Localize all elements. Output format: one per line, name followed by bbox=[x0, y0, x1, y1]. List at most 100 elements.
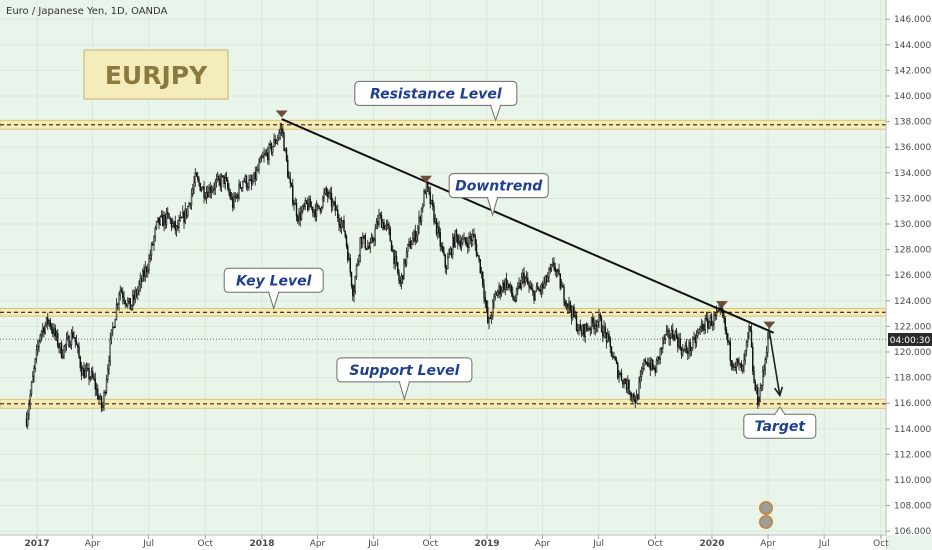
candle-body bbox=[614, 356, 616, 361]
candle-body bbox=[577, 329, 579, 332]
candle-body bbox=[477, 255, 479, 257]
price-axis[interactable] bbox=[886, 0, 932, 535]
candle-body bbox=[445, 267, 448, 270]
candle-body bbox=[378, 214, 380, 225]
candle-body bbox=[472, 234, 474, 241]
candle-body bbox=[308, 198, 310, 210]
candle-body bbox=[722, 309, 724, 316]
peak-marker bbox=[275, 110, 288, 118]
candle-body bbox=[375, 221, 378, 230]
candle-body bbox=[518, 283, 520, 287]
candle-body bbox=[424, 190, 426, 195]
candle-body bbox=[442, 245, 444, 253]
candle-body bbox=[213, 188, 215, 191]
downtrend-line[interactable] bbox=[281, 118, 775, 334]
candle-body bbox=[744, 350, 746, 361]
callout[interactable]: Downtrend bbox=[448, 173, 549, 217]
candle-body bbox=[485, 300, 488, 308]
callout[interactable]: Key Level bbox=[223, 267, 324, 311]
candle-body bbox=[659, 348, 661, 360]
candle-body bbox=[377, 221, 379, 225]
candle-body bbox=[450, 248, 453, 256]
candle-body bbox=[110, 329, 113, 340]
candle-body bbox=[294, 202, 296, 205]
candle-body bbox=[97, 388, 99, 400]
y-tick-label: 110.000 bbox=[894, 476, 931, 486]
candle-body bbox=[103, 392, 105, 407]
y-tick-label: 114.000 bbox=[894, 425, 931, 435]
candle-body bbox=[99, 396, 101, 400]
candle-body bbox=[155, 221, 158, 229]
candle-body bbox=[118, 294, 120, 305]
candle-body bbox=[627, 380, 629, 390]
candle-body bbox=[520, 276, 523, 289]
callout[interactable]: Target bbox=[743, 406, 817, 439]
y-tick-label: 122.000 bbox=[894, 322, 931, 332]
candle-body bbox=[434, 218, 436, 223]
candle-body bbox=[480, 271, 483, 274]
candle-body bbox=[125, 303, 128, 306]
candle-body bbox=[740, 363, 743, 372]
callout-box bbox=[448, 173, 549, 199]
candle-body bbox=[269, 143, 271, 146]
candle-body bbox=[692, 338, 694, 349]
candle-body bbox=[715, 311, 718, 316]
candle-body bbox=[688, 342, 690, 354]
candle-body bbox=[179, 217, 181, 221]
y-tick-label: 120.000 bbox=[894, 348, 931, 358]
candle-body bbox=[612, 356, 614, 358]
candle-body bbox=[310, 206, 313, 209]
x-tick-label: Apr bbox=[85, 539, 101, 549]
candle-body bbox=[44, 324, 46, 334]
candle-body bbox=[399, 280, 401, 284]
candle-body bbox=[527, 277, 529, 284]
callout[interactable]: Resistance Level bbox=[354, 80, 518, 122]
candle-body bbox=[228, 188, 230, 193]
x-tick-label: Apr bbox=[310, 539, 326, 549]
projection-line[interactable] bbox=[768, 331, 781, 396]
candle-body bbox=[708, 322, 710, 329]
candle-body bbox=[762, 370, 764, 386]
candle-body bbox=[562, 285, 564, 288]
candle-body bbox=[233, 195, 235, 208]
candle-body bbox=[75, 341, 78, 346]
candle-body bbox=[293, 203, 295, 205]
y-tick-label: 116.000 bbox=[894, 399, 931, 409]
candle-body bbox=[455, 230, 458, 237]
candle-body bbox=[42, 327, 44, 332]
candle-body bbox=[372, 237, 374, 242]
candle-body bbox=[189, 202, 191, 205]
candle-body bbox=[593, 322, 595, 330]
candle-body bbox=[482, 271, 484, 286]
candle-body bbox=[158, 217, 160, 225]
candle-body bbox=[33, 368, 35, 377]
candle-body bbox=[469, 235, 471, 239]
x-tick-label: Jul bbox=[818, 539, 830, 549]
candle-body bbox=[55, 332, 58, 337]
candle-body bbox=[730, 360, 733, 365]
candle-body bbox=[304, 200, 306, 207]
candle-body bbox=[585, 324, 588, 329]
candle-body bbox=[643, 359, 645, 369]
candle-body bbox=[393, 249, 395, 265]
candle-body bbox=[675, 331, 678, 338]
projection-arrowhead bbox=[773, 386, 784, 398]
candle-body bbox=[653, 367, 655, 370]
candle-body bbox=[709, 316, 711, 324]
candle-body bbox=[559, 273, 561, 289]
candle-body bbox=[85, 368, 88, 371]
candle-body bbox=[428, 187, 430, 193]
candle-body bbox=[660, 347, 663, 350]
candle-body bbox=[753, 370, 755, 383]
candle-body bbox=[705, 318, 708, 320]
candle-body bbox=[444, 254, 446, 268]
candle-body bbox=[735, 359, 738, 368]
candle-body bbox=[370, 237, 373, 243]
candle-body bbox=[729, 341, 731, 361]
time-axis[interactable] bbox=[0, 535, 886, 550]
candle-body bbox=[704, 318, 706, 330]
candle-body bbox=[599, 314, 601, 319]
callout[interactable]: Support Level bbox=[336, 357, 473, 402]
candle-body bbox=[594, 325, 596, 330]
candle-body bbox=[432, 199, 434, 207]
